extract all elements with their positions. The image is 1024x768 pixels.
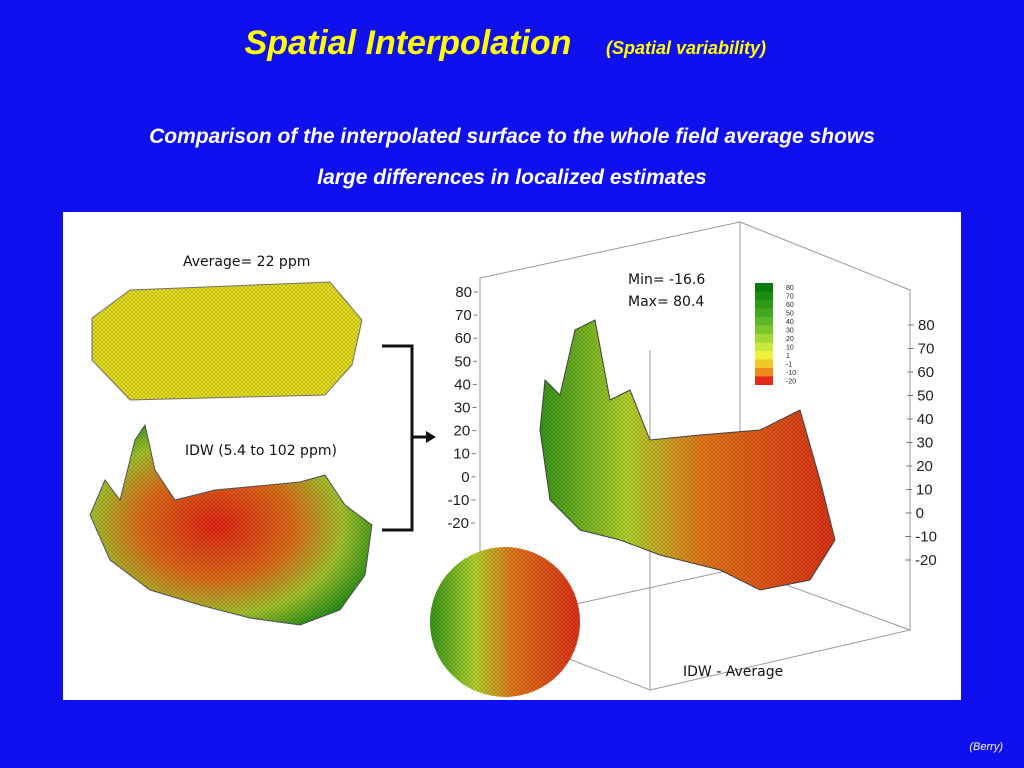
description-line: Comparison of the interpolated surface t… [149,125,875,148]
legend-label: 30 [786,327,794,334]
subtitle: (Spatial variability) [606,38,766,58]
legend-label: -1 [786,361,792,368]
legend-label: 50 [786,310,794,317]
bracket [382,344,428,532]
left-axis-tick: -20 [447,515,469,532]
legend-label: 80 [786,285,794,292]
right-axis-tick: 80 [918,317,935,334]
legend-label: -20 [786,378,796,385]
right-axis-tick: 10 [916,482,933,499]
arrow-head [426,431,436,443]
legend-swatch [755,317,773,326]
right-axis-tick: -20 [915,552,937,569]
left-axis-tick: 30 [454,400,471,417]
average-mesh [92,282,362,400]
legend-label: 60 [786,302,794,309]
legend-label: 10 [786,344,794,351]
left-axis-tick: 20 [454,423,471,440]
legend-swatch [755,351,773,360]
right-axis-tick: 0 [916,505,924,522]
legend-swatch [755,376,773,385]
legend-label: 1 [786,353,790,360]
title: Spatial Interpolation [245,24,572,62]
left-axis-tick: 50 [454,353,471,370]
description-line: large differences in localized estimates [317,166,706,189]
legend-swatch [755,300,773,309]
left-axis-tick: 0 [461,469,469,486]
max-label: Max= 80.4 [628,294,704,310]
difference-mesh [540,320,835,590]
legend-swatch [755,325,773,334]
legend-label: 70 [786,293,794,300]
legend-swatch [755,291,773,300]
legend-swatch [755,334,773,343]
left-axis-tick: 10 [453,446,470,463]
left-axis-tick: 40 [454,376,471,393]
right-axis-tick: 40 [917,411,934,428]
legend-label: -10 [786,370,796,377]
left-axis-tick: 70 [455,307,472,324]
right-axis-tick: 60 [917,364,934,381]
credit: (Berry) [969,741,1003,753]
idw-mesh [90,425,372,625]
right-axis-tick: 20 [916,458,933,475]
left-axis-tick: 60 [455,330,472,347]
difference-map-mesh [430,547,580,697]
idw-label: IDW (5.4 to 102 ppm) [185,443,337,459]
right-axis-tick: 70 [918,341,935,358]
legend-swatch [755,283,773,292]
right-axis-tick: -10 [915,529,937,546]
right-axis-tick: 50 [917,388,934,405]
legend-label: 20 [786,336,794,343]
legend-label: 40 [786,319,794,326]
left-axis-tick: -10 [448,492,470,509]
legend-swatch [755,342,773,351]
difference-label: IDW - Average [683,664,783,680]
legend-swatch [755,359,773,368]
left-axis-tick: 80 [455,284,472,301]
right-axis-tick: 30 [917,435,934,452]
figure: Average= 22 ppm IDW (5.4 to 102 ppm) Min… [63,212,961,700]
legend-swatch [755,308,773,317]
legend-swatch [755,368,773,377]
average-label: Average= 22 ppm [183,254,310,270]
min-label: Min= -16.6 [628,272,705,288]
